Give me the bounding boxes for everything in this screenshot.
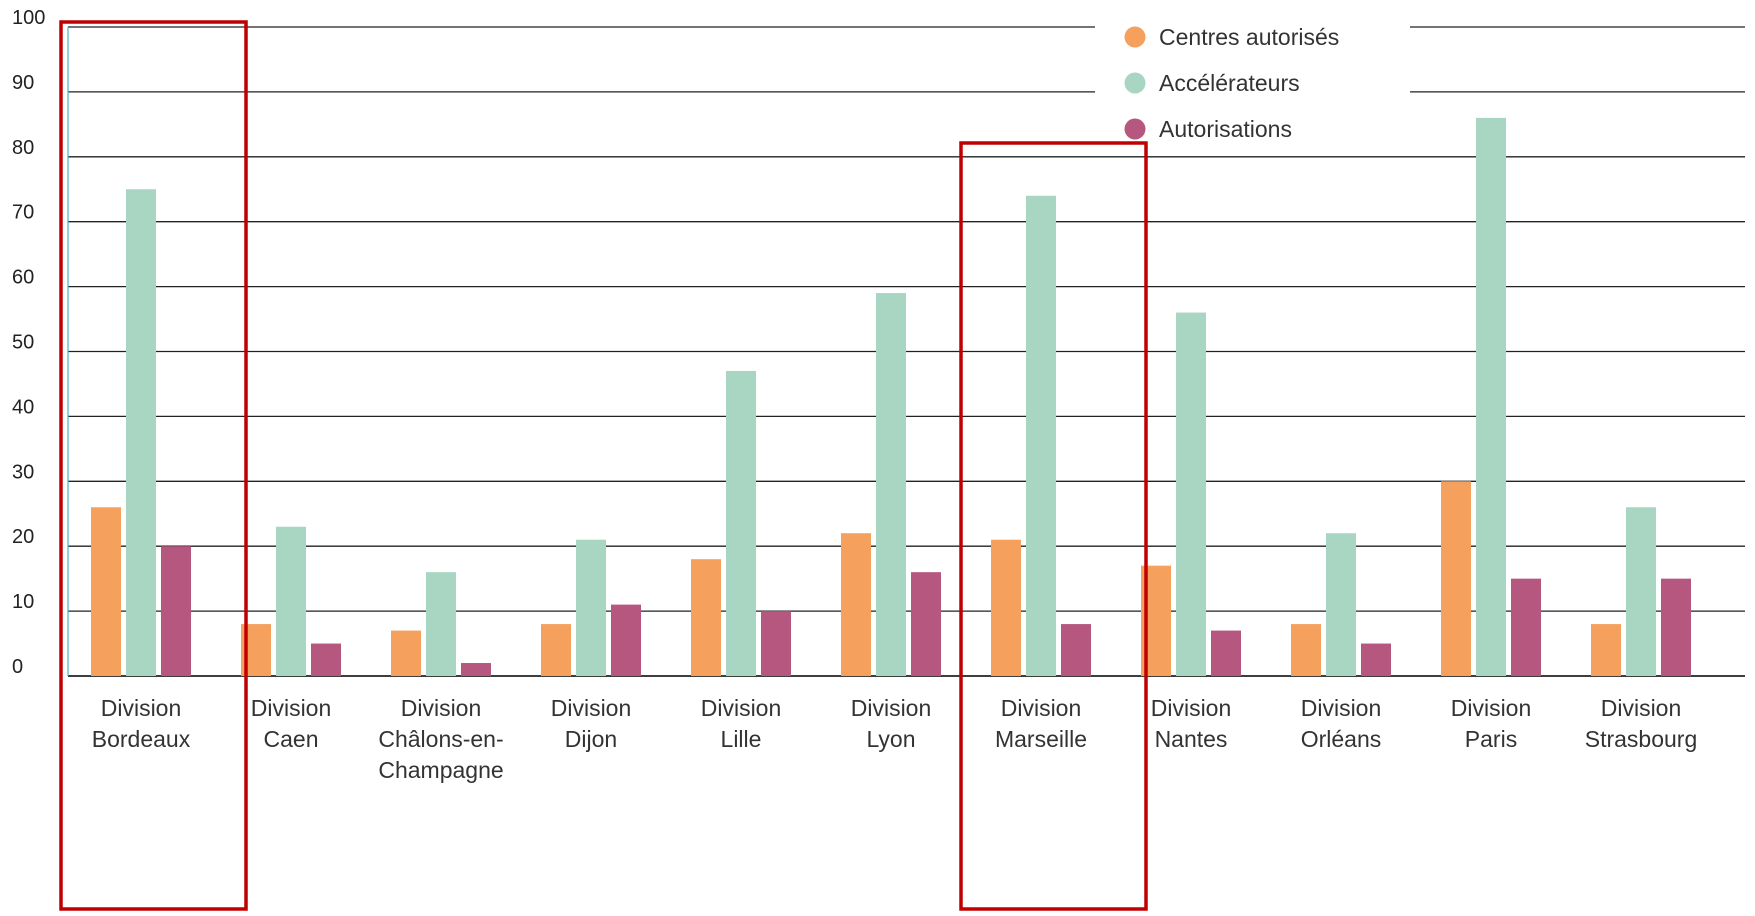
bar xyxy=(1061,624,1091,676)
y-tick-label: 30 xyxy=(12,461,34,483)
x-tick-label: Division xyxy=(401,695,482,721)
y-tick-label: 10 xyxy=(12,591,34,613)
legend-label: Centres autorisés xyxy=(1159,24,1339,50)
x-tick-label: Caen xyxy=(264,726,319,752)
y-tick-label: 70 xyxy=(12,202,34,224)
x-tick-label: Champagne xyxy=(378,757,503,783)
x-tick-label: Division xyxy=(851,695,932,721)
x-tick-label: Division xyxy=(1601,695,1682,721)
legend: Centres autorisés Accélérateurs Autorisati… xyxy=(1124,24,1339,142)
legend-label: Autorisations xyxy=(1159,116,1292,142)
x-tick-label: Paris xyxy=(1465,726,1517,752)
x-tick-label: Division xyxy=(551,695,632,721)
bar xyxy=(461,663,491,676)
bar xyxy=(1361,643,1391,676)
y-tick-label: 20 xyxy=(12,526,34,548)
bar xyxy=(126,189,156,676)
bar xyxy=(1326,533,1356,676)
legend-swatch xyxy=(1124,26,1146,48)
x-tick-label: Division xyxy=(1301,695,1382,721)
x-tick-label: Nantes xyxy=(1155,726,1228,752)
y-tick-label: 80 xyxy=(12,137,34,159)
bar xyxy=(91,507,121,676)
bar xyxy=(1476,117,1506,677)
y-tick-label: 50 xyxy=(12,332,34,354)
x-tick-label: Orléans xyxy=(1301,726,1382,752)
highlight-box xyxy=(59,20,248,911)
bar xyxy=(541,624,571,676)
gridlines xyxy=(67,26,1745,677)
bar xyxy=(276,526,306,676)
bar xyxy=(611,604,641,676)
bar xyxy=(426,572,456,676)
bar xyxy=(161,546,191,676)
x-tick-label: Division xyxy=(101,695,182,721)
bar xyxy=(391,630,421,676)
bars xyxy=(91,117,1691,677)
x-tick-label: Dijon xyxy=(565,726,617,752)
x-tick-label: Châlons-en- xyxy=(378,726,503,752)
bar xyxy=(1661,578,1691,676)
y-tick-label: 40 xyxy=(12,396,34,418)
bar xyxy=(691,559,721,676)
x-tick-label: Bordeaux xyxy=(92,726,191,752)
bar xyxy=(876,293,906,676)
x-tick-label: Division xyxy=(1001,695,1082,721)
y-tick-label: 0 xyxy=(12,656,23,678)
bar xyxy=(1026,195,1056,677)
x-tick-label: Division xyxy=(1151,695,1232,721)
legend-label: Accélérateurs xyxy=(1159,70,1300,96)
y-tick-label: 90 xyxy=(12,72,34,94)
x-tick-label: Lyon xyxy=(866,726,915,752)
bar xyxy=(761,611,791,676)
legend-swatch xyxy=(1124,72,1146,94)
bar xyxy=(1441,481,1471,676)
bar xyxy=(726,370,756,676)
y-axis-ticks: 0 10 20 30 40 50 60 70 80 90 100 xyxy=(12,7,45,678)
highlight-boxes xyxy=(59,20,1148,911)
bar xyxy=(1591,624,1621,676)
bar xyxy=(991,539,1021,676)
legend-swatch xyxy=(1124,118,1146,140)
x-tick-label: Division xyxy=(701,695,782,721)
y-tick-label: 60 xyxy=(12,267,34,289)
bar xyxy=(1211,630,1241,676)
x-tick-label: Division xyxy=(1451,695,1532,721)
highlight-box xyxy=(959,141,1148,911)
x-axis-labels: Division Bordeaux Division Caen Division Châl… xyxy=(92,695,1697,783)
bar xyxy=(1291,624,1321,676)
x-tick-label: Marseille xyxy=(995,726,1087,752)
bar xyxy=(1626,507,1656,676)
x-tick-label: Lille xyxy=(721,726,762,752)
bar xyxy=(576,539,606,676)
y-tick-label: 100 xyxy=(12,7,45,29)
bar xyxy=(1511,578,1541,676)
x-tick-label: Strasbourg xyxy=(1585,726,1698,752)
x-tick-label: Division xyxy=(251,695,332,721)
bar xyxy=(911,572,941,676)
bar xyxy=(841,533,871,676)
bar xyxy=(1176,312,1206,676)
bar xyxy=(311,643,341,676)
